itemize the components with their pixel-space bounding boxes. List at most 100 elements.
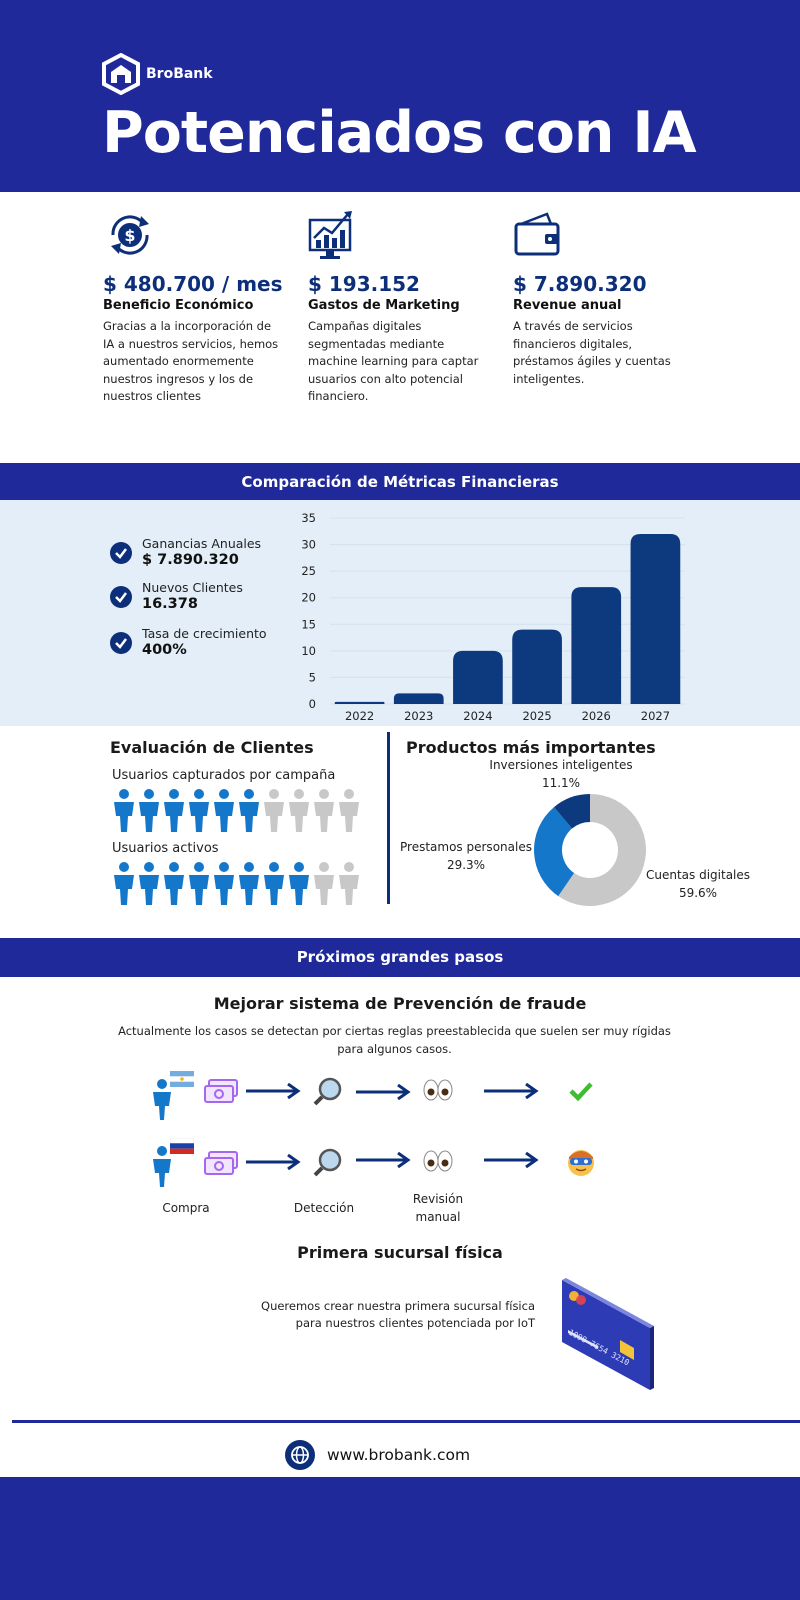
stat-label: Gastos de Marketing [308, 298, 460, 313]
x-tick-label: 2026 [582, 709, 611, 723]
products-title: Productos más importantes [406, 738, 656, 757]
donut-slice [534, 807, 575, 897]
person-icon [339, 789, 359, 832]
bar [334, 701, 385, 704]
arrow-right-icon [484, 1152, 539, 1168]
flow-label-detection: Detección [293, 1201, 355, 1215]
person-icon [153, 1146, 171, 1187]
person-icon [289, 789, 309, 832]
next-steps-banner: Próximos grandes pasos [0, 938, 800, 977]
person-icon [189, 789, 209, 832]
bar [630, 533, 681, 704]
stat-economic-benefit: $ $ 480.700 / mes Beneficio Económico Gr… [103, 208, 283, 406]
kpi-annual-earnings: Ganancias Anuales $ 7.890.320 [110, 536, 261, 568]
growth-chart-icon [308, 211, 352, 259]
kpi-label: Tasa de crecimiento [142, 626, 267, 641]
fraud-title: Mejorar sistema de Prevención de fraude [213, 994, 587, 1013]
person-icon [289, 862, 309, 905]
stat-desc: A través de servicios financieros digita… [513, 319, 671, 386]
person-icon [189, 862, 209, 905]
bar [393, 693, 444, 704]
stat-desc: Campañas digitales segmentadas mediante … [308, 319, 479, 403]
stat-value: $ 193.152 [308, 272, 420, 296]
credit-card-icon: 1098 7654 3210 [562, 1278, 654, 1390]
russia-flag-icon [170, 1138, 194, 1154]
check-circle-icon [110, 632, 132, 654]
donut-label-value: 11.1% [541, 776, 581, 790]
donut-label-loans: Prestamos personales 29.3% [396, 838, 536, 874]
donut-slice [554, 794, 590, 829]
kpi-value: 16.378 [142, 596, 198, 612]
bar [571, 587, 622, 704]
fraud-description: Actualmente los casos se detectan por ci… [118, 1024, 671, 1056]
evaluation-title: Evaluación de Clientes [110, 738, 314, 757]
flow-label-purchase: Compra [162, 1201, 210, 1215]
arrow-right-icon [246, 1154, 301, 1170]
donut-chart [534, 794, 646, 906]
kpi-value: $ 7.890.320 [142, 552, 239, 568]
money-icon [204, 1079, 238, 1103]
x-tick-label: 2023 [404, 709, 433, 723]
magnifier-icon [313, 1148, 342, 1177]
magnifier-icon [313, 1077, 342, 1106]
svg-text:$: $ [124, 226, 135, 245]
kpi-value: 400% [142, 642, 187, 658]
arrow-right-icon [356, 1152, 411, 1168]
stat-revenue: $ 7.890.320 Revenue anual A través de se… [513, 208, 693, 388]
metrics-section: Ganancias Anuales $ 7.890.320 Nuevos Cli… [0, 500, 800, 726]
active-users-pictogram [112, 861, 362, 905]
branch-description: Queremos crear nuestra primera sucursal … [261, 1299, 535, 1330]
y-tick-label: 35 [301, 511, 316, 525]
checkmark-icon [569, 1082, 593, 1102]
person-icon [264, 789, 284, 832]
masked-face-icon [568, 1150, 594, 1176]
brand-logo[interactable]: BroBank [102, 53, 213, 95]
person-icon [314, 789, 334, 832]
y-tick-label: 0 [309, 697, 316, 711]
flow-label-manual-review: Revisión manual [412, 1192, 464, 1224]
bar [453, 650, 503, 704]
person-icon [139, 789, 159, 832]
stat-value: $ 480.700 / mes [103, 272, 283, 296]
donut-label-value: 59.6% [678, 886, 718, 900]
person-icon [153, 1079, 171, 1120]
stat-label: Revenue anual [513, 298, 622, 313]
person-icon [139, 862, 159, 905]
argentina-flag-icon [170, 1071, 194, 1087]
person-icon [214, 789, 234, 832]
y-tick-label: 25 [301, 564, 316, 578]
person-icon [164, 789, 184, 832]
donut-label-name: Cuentas digitales [645, 868, 751, 882]
kpi-label: Nuevos Clientes [142, 580, 243, 595]
y-tick-label: 5 [309, 670, 316, 684]
donut-slice [558, 794, 646, 906]
arrow-right-icon [484, 1083, 539, 1099]
check-circle-icon [110, 542, 132, 564]
person-icon [114, 789, 134, 832]
stat-marketing: $ 193.152 Gastos de Marketing Campañas d… [308, 208, 488, 406]
y-tick-label: 30 [301, 538, 316, 552]
brand-name: BroBank [146, 66, 213, 82]
header: BroBank Potenciados con IA [0, 0, 800, 192]
person-icon [339, 862, 359, 905]
x-tick-label: 2025 [522, 709, 551, 723]
y-tick-label: 15 [301, 617, 316, 631]
donut-label-accounts: Cuentas digitales 59.6% [642, 866, 754, 902]
donut-label-value: 29.3% [446, 858, 486, 872]
house-hexagon-icon [102, 53, 140, 95]
person-icon [239, 789, 259, 832]
money-icon [204, 1151, 238, 1175]
person-icon [239, 862, 259, 905]
person-icon [314, 862, 334, 905]
footer-divider [12, 1420, 800, 1423]
y-tick-label: 10 [301, 644, 316, 658]
donut-label-name: Prestamos personales [400, 840, 532, 854]
branch-title: Primera sucursal física [297, 1243, 503, 1262]
kpi-growth-rate: Tasa de crecimiento 400% [110, 626, 267, 658]
website-link[interactable]: www.brobank.com [285, 1440, 470, 1470]
kpi-label: Ganancias Anuales [142, 536, 262, 551]
arrow-right-icon [356, 1084, 411, 1100]
person-icon [264, 862, 284, 905]
person-icon [164, 862, 184, 905]
